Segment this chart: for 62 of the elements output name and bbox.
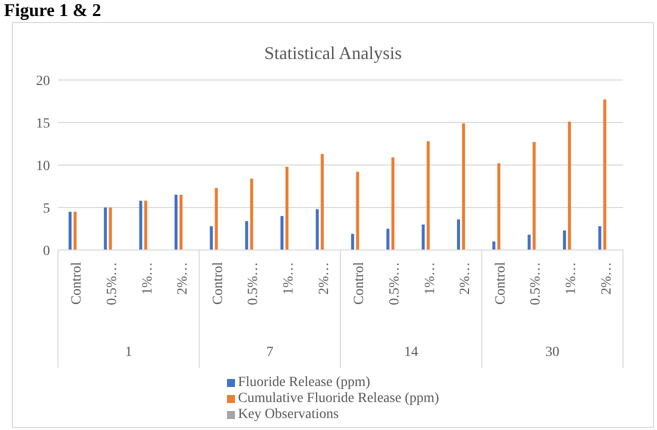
bar — [144, 200, 148, 250]
x-tick-label: 2%… — [316, 262, 332, 295]
bar — [568, 122, 571, 250]
y-tick-label: 10 — [36, 158, 50, 174]
legend-label: Fluoride Release (ppm) — [236, 375, 372, 391]
bar — [68, 212, 72, 250]
bar — [210, 226, 213, 250]
bar — [603, 100, 606, 250]
bar — [104, 208, 107, 250]
bar — [497, 163, 500, 250]
bar — [391, 157, 394, 250]
caption: Figure 1 & 2 — [4, 0, 102, 20]
x-tick-label: Control — [210, 262, 226, 305]
y-tick-label: 5 — [43, 201, 50, 216]
bar — [457, 219, 460, 250]
x-tick-label: 0.5%… — [528, 262, 544, 306]
bar — [532, 142, 536, 250]
legend-label: Cumulative Fluoride Release (ppm) — [236, 391, 439, 407]
x-tick-label: 1%… — [564, 262, 580, 295]
y-tick-label: 15 — [36, 116, 50, 132]
bar — [320, 154, 324, 250]
x-tick-label: 1%… — [140, 262, 156, 295]
text: 14 — [404, 345, 418, 360]
x-tick-label: 0.5%… — [104, 262, 120, 306]
x-tick-label: 0.5%… — [246, 262, 262, 306]
y-tick-label: 20 — [36, 74, 50, 89]
bar — [492, 242, 496, 250]
x-tick-label: Control — [352, 262, 368, 305]
text: 1 — [125, 345, 132, 360]
bar — [108, 208, 112, 250]
bar — [180, 194, 183, 250]
x-tick-label: Control — [493, 262, 508, 305]
bar — [462, 123, 466, 250]
x-tick-label: 2%… — [176, 262, 191, 295]
bar — [351, 234, 354, 250]
x-tick-label: Control — [70, 262, 85, 305]
bar — [285, 166, 288, 250]
bar — [280, 216, 284, 250]
bar — [139, 200, 142, 250]
bar — [562, 230, 566, 250]
x-tick-label: 1%… — [422, 262, 438, 295]
x-tick-label: 1%… — [282, 262, 297, 295]
chart-title: Statistical Analysis — [263, 43, 403, 64]
bar — [598, 226, 602, 250]
bar — [250, 178, 254, 250]
legend-label: Key Observations — [236, 407, 340, 423]
x-tick-label: 0.5%… — [387, 262, 402, 306]
bar — [245, 221, 248, 250]
bar — [316, 209, 319, 250]
bar — [528, 234, 531, 250]
bar — [422, 224, 425, 250]
y-tick-label: 0 — [43, 244, 50, 259]
text: 7 — [266, 345, 274, 360]
text: 30 — [545, 345, 560, 360]
bar — [214, 188, 218, 250]
bar — [174, 194, 178, 250]
bar — [426, 141, 430, 250]
x-tick-label: 2%… — [599, 262, 614, 295]
x-tick-label: 2%… — [458, 262, 474, 295]
bar — [74, 212, 77, 250]
bar — [386, 228, 390, 250]
bar — [356, 172, 360, 250]
